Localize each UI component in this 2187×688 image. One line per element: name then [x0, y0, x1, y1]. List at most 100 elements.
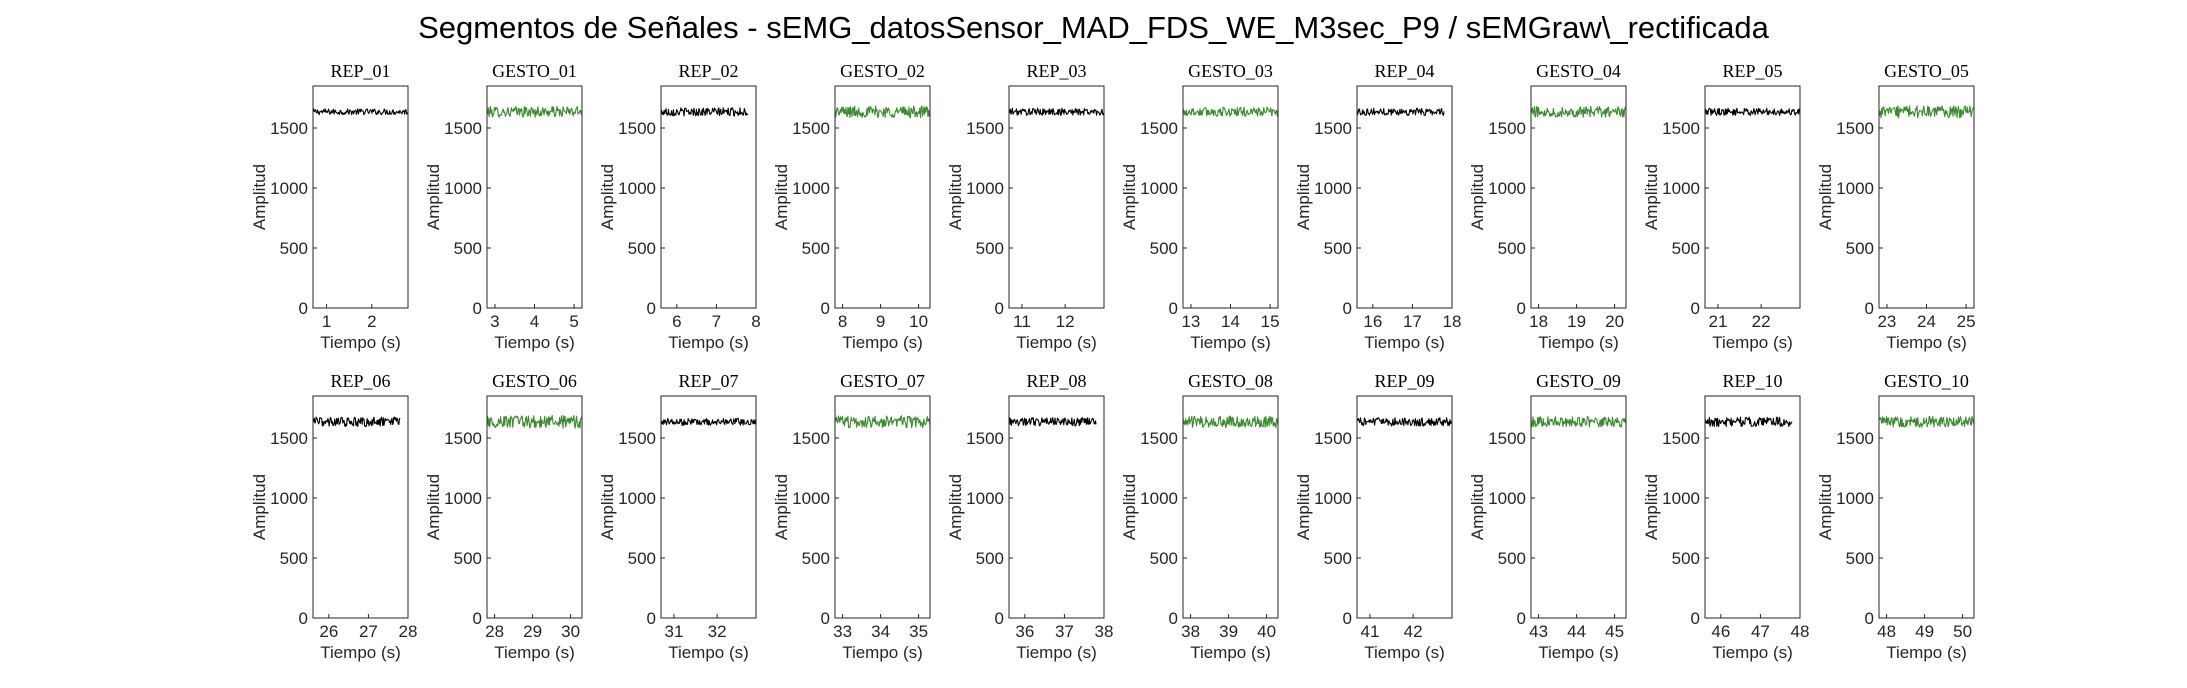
signal-trace-gesto [834, 105, 931, 119]
y-tick-label: 500 [1846, 239, 1874, 258]
y-tick-label: 0 [1865, 609, 1874, 628]
subplot-title: REP_01 [330, 61, 390, 81]
y-tick-label: 0 [1691, 609, 1700, 628]
x-tick-label: 20 [1605, 312, 1624, 331]
y-tick-label: 1000 [444, 179, 482, 198]
y-tick-label: 1000 [270, 489, 308, 508]
x-tick-label: 46 [1711, 622, 1730, 641]
subplot-gesto-05: 0 500 1000 1500 23 24 25 GESTO_05 Tiempo (s) Ampl… [1816, 61, 1976, 352]
subplot-gesto-10: 0 500 1000 1500 48 49 50 GESTO_10 Tiempo (s) Ampl… [1816, 371, 1975, 662]
y-axis-label: Amplitud [1294, 164, 1313, 230]
x-tick-label: 13 [1181, 312, 1200, 331]
subplot-rep-05: 0 500 1000 1500 21 22 REP_05 Tiempo (s) Amplitud [1642, 61, 1801, 352]
x-tick-label: 25 [1957, 312, 1976, 331]
y-tick-label: 0 [1169, 299, 1178, 318]
y-tick-label: 1000 [1488, 489, 1526, 508]
y-tick-label: 1000 [792, 179, 830, 198]
y-tick-label: 1000 [1662, 489, 1700, 508]
x-tick-label: 37 [1055, 622, 1074, 641]
y-tick-label: 0 [1343, 609, 1352, 628]
y-tick-label: 500 [280, 239, 308, 258]
signal-trace-rep [1008, 107, 1105, 116]
axes-box [312, 395, 409, 619]
y-tick-label: 1500 [618, 119, 656, 138]
subplot-gesto-02: 0 500 1000 1500 8 9 10 GESTO_02 Tiempo (s) Amplit… [772, 61, 931, 352]
subplot-gesto-09: 0 500 1000 1500 43 44 45 GESTO_09 Tiempo (s) Ampl… [1468, 371, 1627, 662]
y-tick-label: 1000 [1314, 489, 1352, 508]
x-tick-label: 39 [1219, 622, 1238, 641]
subplot-rep-09: 0 500 1000 1500 41 42 REP_09 Tiempo (s) Amplitud [1294, 371, 1453, 662]
x-tick-label: 28 [485, 622, 504, 641]
signal-trace-rep [660, 107, 749, 117]
x-tick-label: 41 [1360, 622, 1379, 641]
signal-trace-gesto [1878, 105, 1975, 119]
y-axis-label: Amplitud [946, 164, 965, 230]
subplot-title: GESTO_04 [1536, 61, 1621, 81]
y-tick-label: 1500 [1488, 429, 1526, 448]
axes-box [486, 395, 583, 619]
x-tick-label: 40 [1257, 622, 1276, 641]
y-tick-label: 0 [299, 299, 308, 318]
y-tick-label: 1500 [1488, 119, 1526, 138]
x-tick-label: 14 [1221, 312, 1240, 331]
subplot-title: GESTO_07 [840, 371, 925, 391]
x-tick-label: 33 [833, 622, 852, 641]
axes-box [1356, 85, 1453, 309]
x-tick-label: 8 [838, 312, 847, 331]
axes-box [1530, 395, 1627, 619]
y-tick-label: 1500 [966, 429, 1004, 448]
subplot-gesto-08: 0 500 1000 1500 38 39 40 GESTO_08 Tiempo (s) Ampl… [1120, 371, 1279, 662]
x-axis-label: Tiempo (s) [1190, 643, 1271, 662]
y-tick-label: 0 [1691, 299, 1700, 318]
axes-box [1878, 85, 1975, 309]
x-axis-label: Tiempo (s) [494, 333, 575, 352]
subplot-title: REP_07 [678, 371, 738, 391]
subplot-title: GESTO_01 [492, 61, 577, 81]
y-axis-label: Amplitud [1120, 474, 1139, 540]
x-axis-label: Tiempo (s) [1538, 333, 1619, 352]
x-tick-label: 36 [1015, 622, 1034, 641]
subplot-title: REP_04 [1374, 61, 1434, 81]
y-tick-label: 0 [1343, 299, 1352, 318]
x-axis-label: Tiempo (s) [1016, 643, 1097, 662]
subplot-rep-07: 0 500 1000 1500 31 32 REP_07 Tiempo (s) Amplitud [598, 371, 757, 662]
y-tick-label: 0 [995, 299, 1004, 318]
y-tick-label: 1500 [270, 429, 308, 448]
x-axis-label: Tiempo (s) [1016, 333, 1097, 352]
signal-trace-gesto [1530, 415, 1627, 428]
x-tick-label: 4 [530, 312, 539, 331]
x-tick-label: 12 [1056, 312, 1075, 331]
x-tick-label: 45 [1605, 622, 1624, 641]
y-tick-label: 0 [1517, 299, 1526, 318]
y-tick-label: 1500 [966, 119, 1004, 138]
x-tick-label: 50 [1953, 622, 1972, 641]
y-tick-label: 1500 [270, 119, 308, 138]
y-tick-label: 1000 [444, 489, 482, 508]
signal-trace-gesto [1878, 415, 1975, 428]
subplot-title: GESTO_03 [1188, 61, 1273, 81]
y-axis-label: Amplitud [1294, 474, 1313, 540]
x-tick-label: 27 [359, 622, 378, 641]
subplot-rep-10: 0 500 1000 1500 46 47 48 REP_10 Tiempo (s) Amplit… [1642, 371, 1809, 662]
axes-box [1704, 395, 1801, 619]
signal-trace-rep [1704, 416, 1793, 428]
y-tick-label: 1000 [966, 179, 1004, 198]
signal-trace-gesto [1530, 105, 1627, 118]
axes-box [1356, 395, 1453, 619]
x-axis-label: Tiempo (s) [494, 643, 575, 662]
figure-title: Segmentos de Señales - sEMG_datosSensor_… [418, 10, 1769, 45]
x-tick-label: 42 [1404, 622, 1423, 641]
x-tick-label: 7 [712, 312, 721, 331]
y-axis-label: Amplitud [772, 474, 791, 540]
signal-trace-rep [1356, 107, 1445, 116]
y-tick-label: 0 [473, 609, 482, 628]
y-axis-label: Amplitud [1816, 474, 1835, 540]
y-tick-label: 1500 [1662, 119, 1700, 138]
subplot-gesto-01: 0 500 1000 1500 3 4 5 GESTO_01 Tiempo (s) Amplitu… [424, 61, 583, 352]
y-tick-label: 500 [1672, 239, 1700, 258]
y-axis-label: Amplitud [1816, 164, 1835, 230]
y-axis-label: Amplitud [1642, 474, 1661, 540]
y-tick-label: 500 [1324, 549, 1352, 568]
